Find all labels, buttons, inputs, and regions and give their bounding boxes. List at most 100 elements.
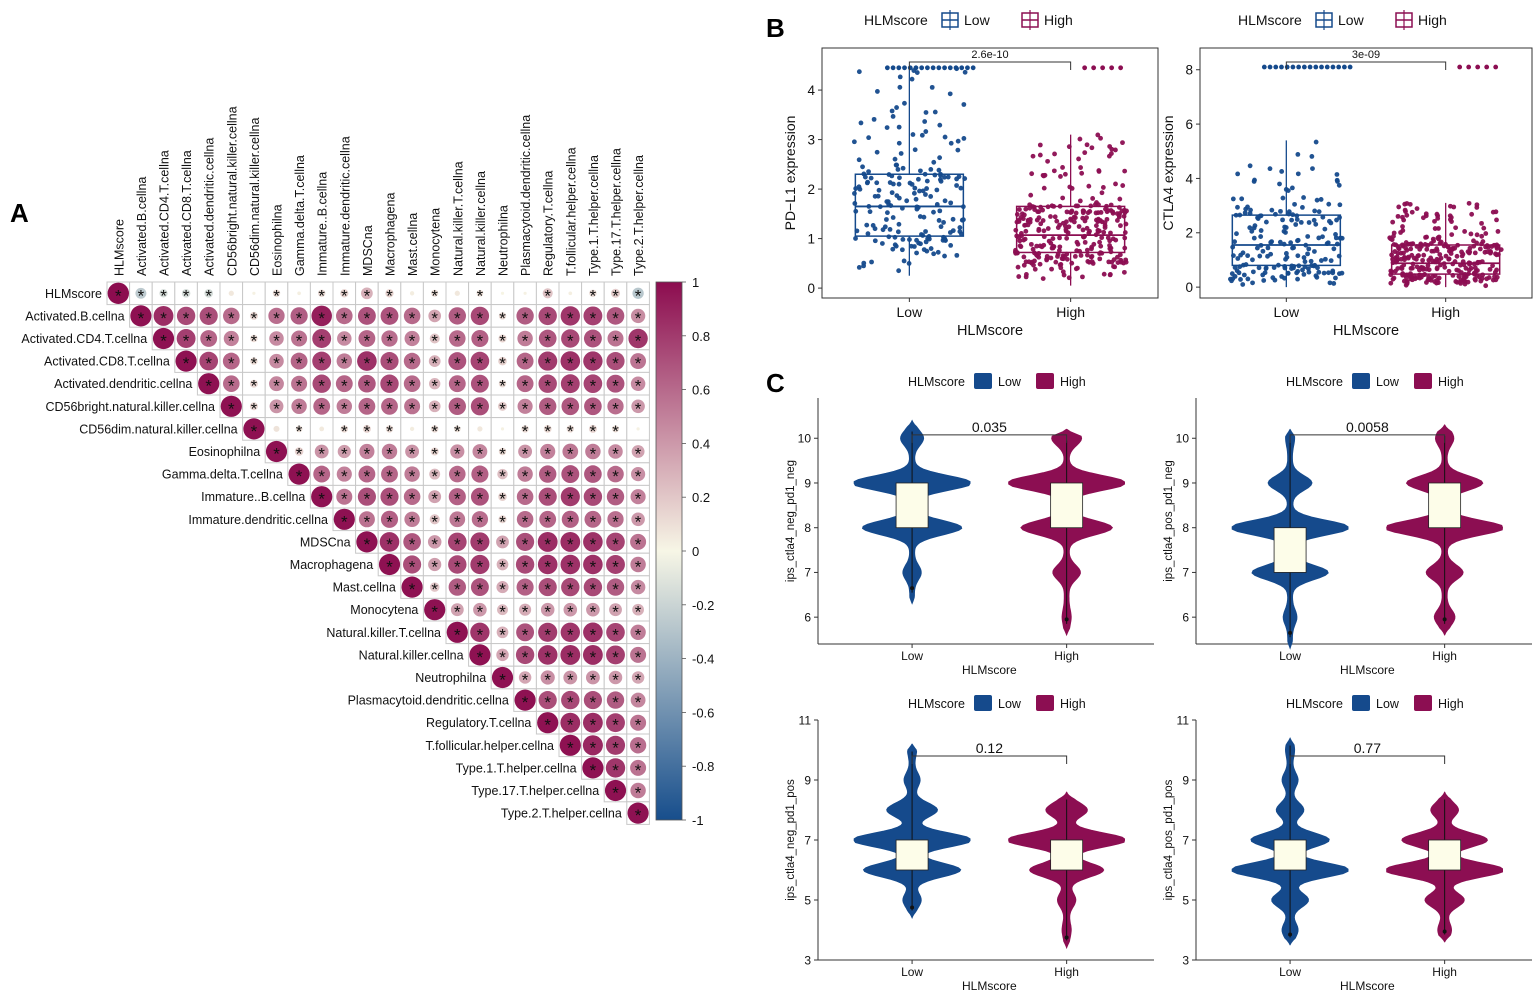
- data-point: [923, 110, 929, 115]
- corr-column-label: Activated.B.cellna: [135, 177, 149, 276]
- data-point: [1016, 274, 1022, 279]
- data-point: [1090, 196, 1096, 201]
- corr-circle: [335, 375, 353, 393]
- data-point: [1028, 241, 1034, 247]
- outlier-point: [913, 65, 919, 71]
- data-point: [1097, 239, 1102, 245]
- corr-column-label: Natural.killer.cellna: [474, 171, 488, 276]
- data-point: [1409, 265, 1415, 271]
- outlier-point: [1475, 64, 1481, 70]
- data-point: [896, 181, 902, 187]
- corr-circle: [200, 330, 218, 347]
- data-point: [909, 76, 915, 82]
- data-point: [1258, 228, 1264, 233]
- data-point: [1430, 236, 1436, 242]
- corr-significance-star: *: [499, 512, 506, 531]
- x-axis-title: HLMscore: [1340, 979, 1395, 990]
- corr-circle: [538, 306, 557, 326]
- corr-row-label: Regulatory.T.cellna: [426, 716, 531, 730]
- data-point: [1261, 278, 1267, 283]
- corr-circle: [538, 578, 557, 597]
- corr-circle: [498, 312, 507, 320]
- data-point: [860, 164, 865, 170]
- x-tick-label: High: [1431, 304, 1460, 320]
- data-point: [1460, 251, 1466, 257]
- corr-circle: [627, 802, 649, 824]
- corr-significance-star: *: [205, 309, 212, 328]
- corr-significance-star: *: [341, 309, 348, 328]
- corr-circle: [537, 554, 558, 575]
- data-point: [1228, 276, 1233, 282]
- data-point: [948, 243, 954, 248]
- data-point: [910, 132, 916, 137]
- data-point: [1474, 232, 1480, 238]
- outlier-point: [1336, 64, 1342, 70]
- data-point: [1316, 235, 1322, 241]
- corr-significance-star: *: [544, 422, 551, 441]
- data-point: [1076, 156, 1081, 162]
- corr-significance-star: *: [454, 309, 461, 328]
- corr-significance-star: *: [364, 535, 371, 554]
- data-point: [890, 215, 896, 220]
- corr-circle: [429, 514, 440, 525]
- corr-row-label: Eosinophilna: [189, 445, 261, 459]
- corr-circle: [223, 307, 240, 325]
- corr-column-label: Eosinophilna: [271, 204, 285, 276]
- legend-key-high: [1036, 695, 1054, 711]
- corr-significance-star: *: [522, 535, 529, 554]
- corr-circle: [563, 602, 578, 617]
- data-point: [1294, 270, 1300, 276]
- data-point: [936, 218, 942, 223]
- colorbar-tick-label: 0.2: [692, 490, 710, 505]
- corr-circle: [561, 397, 580, 416]
- corr-significance-star: *: [522, 512, 529, 531]
- data-point: [1445, 244, 1451, 250]
- corr-circle: [152, 327, 175, 350]
- corr-circle: [199, 306, 218, 325]
- box: [1231, 214, 1342, 267]
- data-point: [937, 155, 943, 161]
- data-point: [1235, 204, 1240, 210]
- data-point: [918, 241, 923, 247]
- corr-significance-star: *: [612, 422, 619, 441]
- legend-title: HLMscore: [908, 375, 965, 389]
- data-point: [1478, 278, 1484, 284]
- corr-circle: [470, 532, 490, 552]
- corr-significance-star: *: [364, 309, 371, 328]
- data-point: [1279, 274, 1285, 279]
- data-point: [1411, 255, 1417, 261]
- data-point: [1110, 209, 1116, 215]
- corr-circle: [430, 425, 439, 433]
- data-point: [921, 214, 927, 220]
- corr-circle: [448, 307, 466, 325]
- x-axis-title: HLMscore: [962, 663, 1017, 677]
- data-point: [1333, 275, 1338, 281]
- corr-significance-star: *: [544, 671, 551, 690]
- corr-circle: [471, 511, 489, 528]
- corr-row-label: Gamma.delta.T.cellna: [162, 468, 283, 482]
- corr-significance-star: *: [454, 625, 461, 644]
- corr-significance-star: *: [635, 309, 642, 328]
- data-point: [1300, 267, 1305, 273]
- data-point: [889, 190, 895, 196]
- data-point: [1391, 275, 1397, 281]
- y-axis-title: PD−L1 expression: [782, 116, 798, 231]
- corr-circle: [498, 334, 507, 343]
- data-point: [1321, 270, 1327, 276]
- y-axis-title: ips_ctla4_pos_pd1_neg: [1163, 460, 1175, 582]
- corr-circle: [312, 351, 332, 371]
- corr-circle: [272, 289, 281, 298]
- corr-significance-star: *: [612, 784, 619, 803]
- corr-significance-star: *: [590, 332, 597, 351]
- corr-significance-star: *: [409, 399, 416, 418]
- y-tick-label: 8: [804, 521, 811, 535]
- data-point: [1015, 264, 1021, 270]
- correlation-plot: HLMscore HLMscore Activated.B.cellna Activa…: [21, 106, 714, 828]
- corr-circle: [358, 511, 375, 528]
- corr-circle: [631, 445, 645, 458]
- data-point: [1037, 152, 1043, 158]
- legend-title: HLMscore: [1238, 12, 1302, 28]
- data-point: [896, 221, 902, 227]
- corr-circle: [605, 758, 626, 778]
- x-tick-label: High: [1054, 965, 1079, 979]
